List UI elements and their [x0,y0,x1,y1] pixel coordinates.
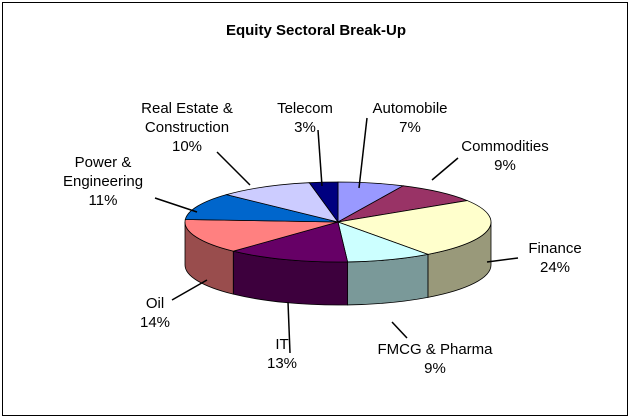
slice [184,219,339,252]
value-label: 24% [539,259,571,276]
value-label: 3% [294,119,316,136]
slice [224,182,339,223]
category-label: Oil [145,295,165,312]
leader-line [154,197,198,213]
slice [184,194,339,223]
chart-title: Equity Sectoral Break-Up [226,22,406,39]
data-label: Oil 14% [125,294,185,332]
slice [336,200,492,255]
value-label: 10% [171,138,203,155]
value-label: 13% [266,355,298,372]
category-label: Commodities [461,138,549,155]
slice [337,221,430,263]
leader-line [216,151,251,186]
data-label: Telecom 3% [265,99,345,137]
category-label: Telecom [277,100,333,117]
data-label: Power & Engineering 11% [51,153,156,210]
value-label: 7% [399,119,421,136]
slice [337,185,469,223]
data-label: FMCG & Pharma 9% [365,340,505,378]
category-label: Automobile [372,100,448,117]
leader-line [391,321,408,339]
value-label: 9% [424,360,446,377]
category-label: Power & Engineering [62,154,144,190]
data-label: Automobile 7% [350,99,470,137]
value-label: 14% [139,314,171,331]
leader-line [486,257,519,263]
data-label: Commodities 9% [445,137,565,175]
category-label: FMCG & Pharma [377,341,493,358]
data-label: IT 13% [252,335,312,373]
slice [231,221,349,263]
value-label: 9% [494,157,516,174]
data-label: Real Estate & Construction 10% [125,99,250,156]
category-label: Finance [528,240,582,257]
leader-line [431,157,459,181]
value-label: 11% [88,192,118,209]
slice [308,181,339,224]
leader-line [358,117,368,189]
data-label: Finance 24% [505,239,605,277]
leader-line [317,129,323,187]
category-label: IT [275,336,289,353]
category-label: Real Estate & Construction [141,100,233,136]
leader-line [171,279,208,301]
leader-line [287,301,291,354]
